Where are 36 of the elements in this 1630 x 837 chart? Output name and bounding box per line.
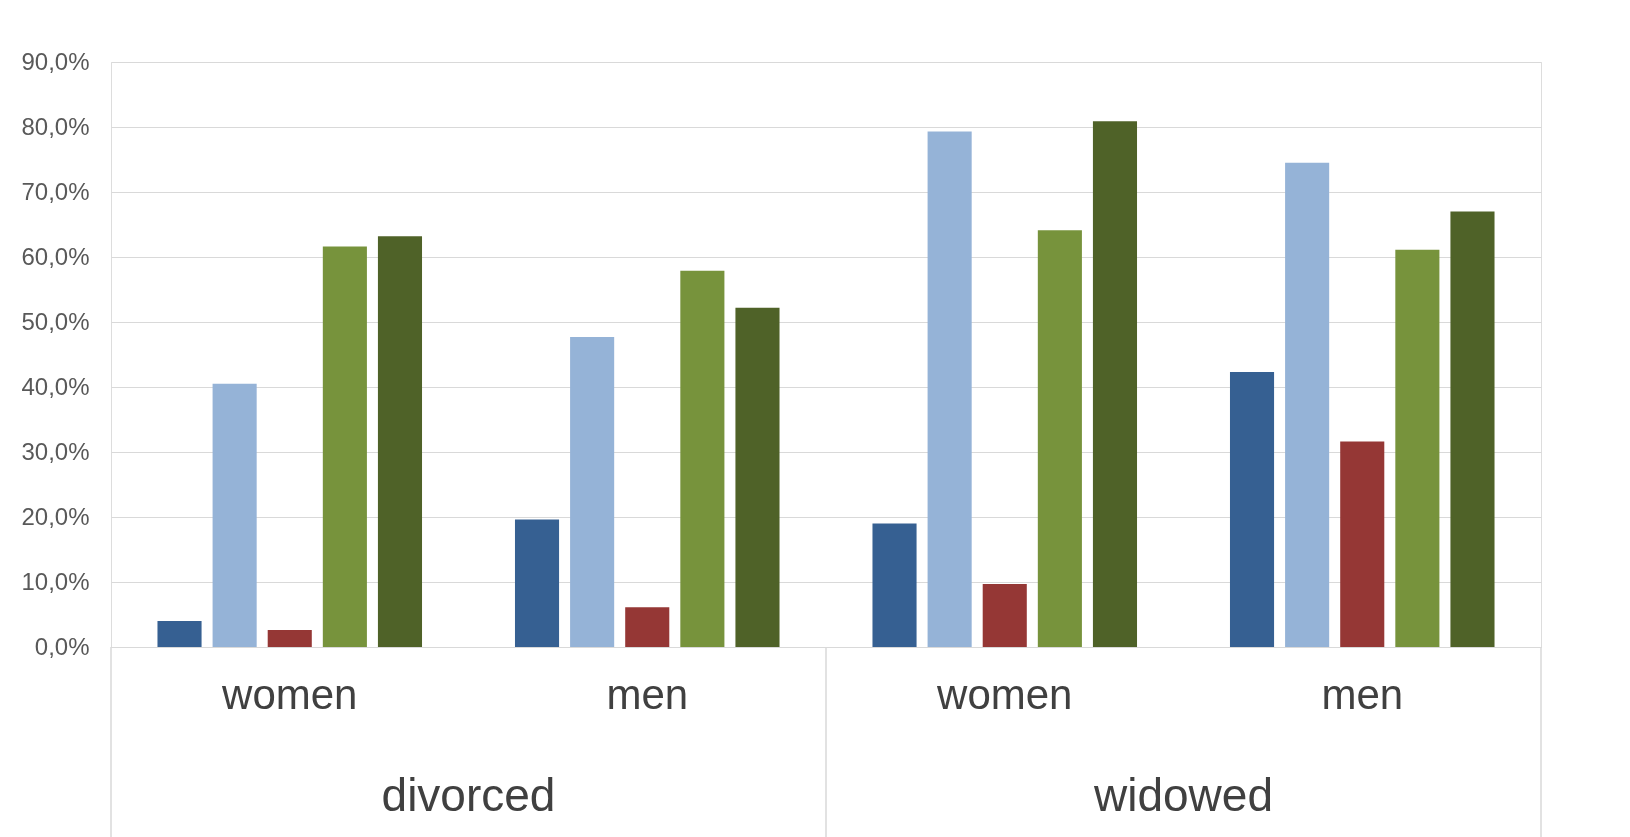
text: divorced (381, 769, 556, 821)
y-tick-label: 20,0% (21, 502, 90, 530)
bar (570, 336, 615, 647)
x-tick-label: men (606, 670, 689, 718)
bar (212, 383, 257, 647)
y-tick-label: 70,0% (21, 177, 90, 205)
bar (927, 131, 972, 647)
bar (377, 236, 423, 647)
bar (1285, 162, 1330, 647)
bar (1450, 211, 1495, 647)
x-tick-label: women (936, 670, 1073, 718)
bar (267, 630, 312, 647)
y-tick-label: 30,0% (21, 437, 90, 465)
bar (1340, 441, 1385, 647)
bar (1395, 249, 1440, 647)
y-tick-label: 0,0% (34, 632, 90, 660)
bar (514, 519, 560, 647)
y-tick-label: 40,0% (21, 372, 90, 400)
y-tick-label: 80,0% (21, 112, 90, 140)
y-tick-label: 90,0% (21, 47, 90, 75)
x-tick-label: women (221, 670, 358, 718)
y-tick-label: 60,0% (21, 242, 90, 270)
bar (1092, 121, 1138, 647)
bar (982, 583, 1027, 647)
bar (735, 307, 780, 647)
bar (1229, 372, 1275, 647)
y-tick-label: 50,0% (21, 307, 90, 335)
bar (157, 621, 202, 647)
y-tick-label: 10,0% (21, 567, 90, 595)
bar (1037, 230, 1082, 647)
bar (680, 270, 725, 647)
bar (322, 246, 367, 647)
bar (872, 523, 917, 647)
bar (625, 607, 670, 647)
x-tick-label: men (1321, 670, 1404, 718)
text: widowed (1093, 769, 1273, 821)
